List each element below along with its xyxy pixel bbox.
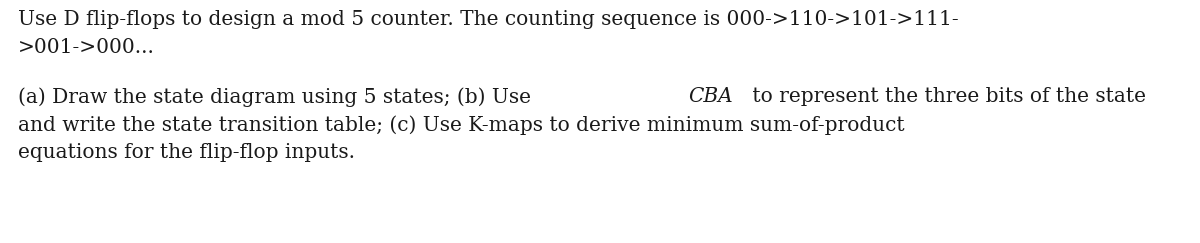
Text: and write the state transition table; (c) Use K-maps to derive minimum sum-of-pr: and write the state transition table; (c…	[18, 115, 905, 135]
Text: CBA: CBA	[688, 87, 733, 106]
Text: (a) Draw the state diagram using 5 states; (b) Use: (a) Draw the state diagram using 5 state…	[18, 87, 538, 107]
Text: >001->000...: >001->000...	[18, 38, 155, 57]
Text: to represent the three bits of the state: to represent the three bits of the state	[745, 87, 1146, 106]
Text: equations for the flip-flop inputs.: equations for the flip-flop inputs.	[18, 143, 355, 162]
Text: Use D flip-flops to design a mod 5 counter. The counting sequence is 000->110->1: Use D flip-flops to design a mod 5 count…	[18, 10, 959, 29]
